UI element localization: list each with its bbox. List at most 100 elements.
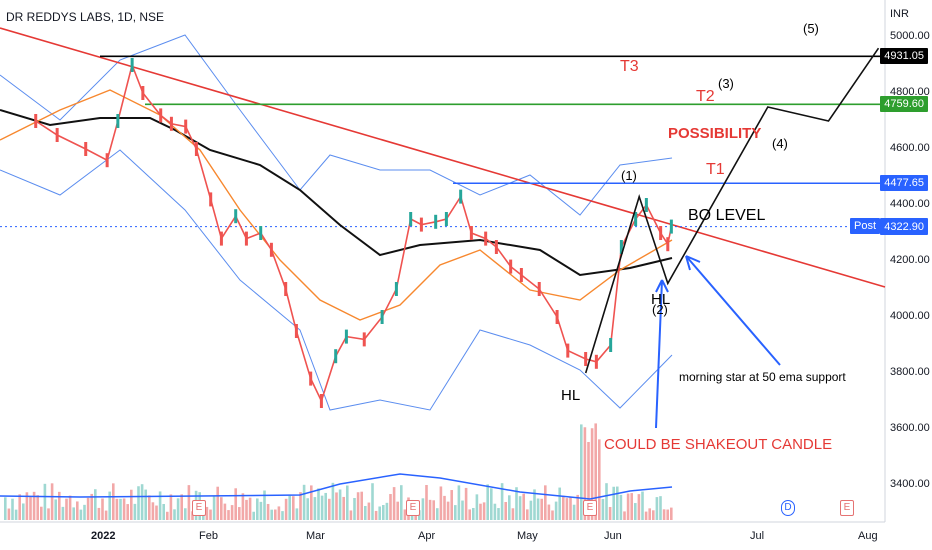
volume-bar [72, 507, 75, 520]
volume-bar [180, 494, 183, 520]
volume-bar [425, 484, 428, 520]
volume-bar [360, 491, 363, 520]
volume-bar [587, 441, 590, 520]
volume-bar [659, 496, 662, 520]
volume-bar [439, 486, 443, 520]
volume-bar [212, 495, 216, 520]
volume-bar [457, 485, 461, 520]
volume-bar [526, 509, 529, 520]
volume-bar [216, 486, 219, 520]
volume-bar [572, 504, 576, 520]
volume-bar [461, 500, 464, 520]
x-tick-label: Mar [306, 530, 325, 542]
hl-left-label: HL [561, 387, 581, 404]
volume-bar [90, 493, 93, 520]
volume-bar [601, 499, 605, 520]
x-tick-label: Jun [604, 530, 622, 542]
volume-bar [155, 505, 158, 520]
volume-bar [209, 509, 212, 520]
y-tick-label: 3800.00 [890, 366, 930, 378]
volume-bar [274, 509, 277, 520]
volume-bar [479, 503, 482, 520]
price-candle [644, 198, 648, 212]
volume-bar [371, 483, 374, 520]
earnings-marker[interactable]: E [583, 500, 597, 516]
volume-bar [227, 510, 230, 520]
price-candle [619, 240, 623, 254]
volume-bar [317, 488, 320, 520]
earnings-marker[interactable]: E [192, 500, 206, 516]
volume-bar [634, 503, 637, 520]
volume-bar [94, 489, 97, 520]
price-candle [555, 310, 559, 324]
volume-bar [68, 495, 72, 520]
volume-bar [493, 503, 497, 520]
volume-bar [22, 503, 25, 520]
volume-bar [166, 511, 169, 520]
volume-bar [187, 485, 191, 520]
price-candle [244, 231, 248, 246]
volume-bar [76, 501, 79, 520]
price-candle [334, 349, 338, 364]
volume-bar [288, 495, 291, 520]
volume-ma-line [0, 473, 673, 500]
volume-bar [446, 501, 450, 520]
volume-bar [248, 497, 252, 520]
volume-bar [590, 428, 594, 520]
x-tick-label: Feb [199, 530, 218, 542]
volume-bar [47, 508, 50, 520]
volume-bar [331, 482, 335, 520]
sma-line [0, 109, 673, 277]
volume-bar [25, 492, 29, 520]
volume-bar [284, 498, 288, 520]
price-candle [209, 192, 213, 207]
volume-bar [11, 498, 14, 520]
volume-bar [428, 499, 432, 520]
volume-bar [630, 493, 633, 520]
x-tick-label: May [517, 530, 538, 542]
volume-bar [648, 508, 651, 520]
volume-bar [619, 494, 623, 520]
wave-projection [584, 47, 880, 374]
volume-bar [594, 423, 597, 520]
y-tick-label: 4800.00 [890, 86, 930, 98]
volume-bar [158, 491, 162, 520]
volume-bar [184, 508, 187, 520]
volume-bar [454, 505, 457, 520]
price-candle [659, 226, 663, 240]
price-candle [105, 153, 109, 168]
price-candle [116, 114, 120, 128]
volume-bar [576, 494, 579, 520]
volume-bar [259, 501, 263, 520]
earnings-marker[interactable]: E [406, 500, 420, 516]
dividend-marker[interactable]: D [781, 500, 795, 516]
y-tick-label: 4600.00 [890, 142, 930, 154]
volume-bar [504, 501, 507, 520]
volume-bar [490, 488, 493, 520]
volume-bar [115, 498, 119, 520]
wave-1-label: (1) [621, 168, 637, 183]
wave-2-label: (2) [652, 302, 668, 317]
volume-bar [583, 427, 587, 520]
y-tick-label: 5000.00 [890, 30, 930, 42]
volume-bar [396, 501, 399, 520]
wave-4-label: (4) [772, 136, 788, 151]
volume-bar [86, 497, 90, 520]
volume-bar [101, 498, 104, 520]
session-badge: Post [849, 218, 880, 234]
volume-bar [432, 500, 435, 520]
volume-bar [83, 504, 86, 520]
volume-bar [612, 486, 615, 520]
volume-bar [58, 491, 61, 520]
volume-bar [335, 492, 338, 520]
price-candle [344, 329, 348, 344]
volume-bar [518, 496, 522, 520]
volume-bar [616, 486, 619, 520]
volume-bar [652, 510, 655, 520]
volume-bar [108, 491, 111, 520]
volume-bar [137, 486, 140, 520]
earnings-marker[interactable]: E [840, 500, 854, 516]
shakeout-arrow [655, 279, 669, 429]
price-level-pill: 4759.60 [880, 96, 928, 113]
